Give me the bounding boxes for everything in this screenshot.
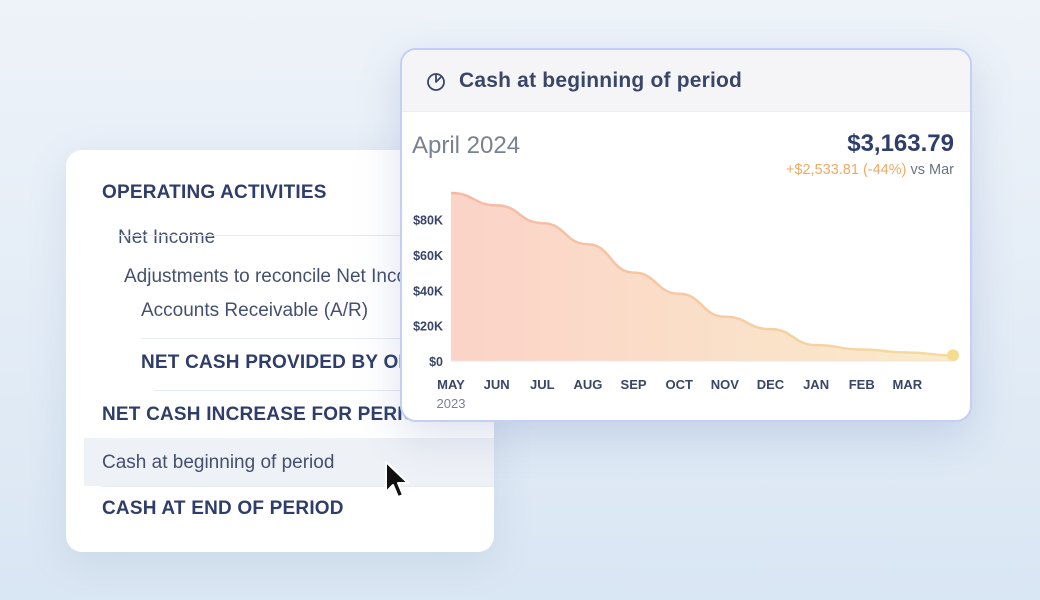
chart-card-header: Cash at beginning of period: [402, 50, 970, 112]
x-tick-label: MAR: [893, 377, 923, 392]
report-row-label: OPERATING ACTIVITIES: [102, 182, 327, 203]
row-divider: [141, 338, 494, 339]
series-line: [450, 191, 954, 357]
x-tick-label: FEB: [849, 377, 875, 392]
report-row-label: NET CASH INCREASE FOR PERIOD: [102, 404, 432, 425]
row-divider: [118, 235, 494, 236]
chart-card-title: Cash at beginning of period: [459, 69, 743, 92]
report-row-label: Accounts Receivable (A/R): [141, 300, 369, 321]
chart-card: Cash at beginning of period April 2024 $…: [400, 48, 972, 422]
x-tick-label: JAN: [803, 377, 829, 392]
x-tick-label: SEP: [621, 377, 647, 392]
amount-value: $3,163.79: [847, 130, 954, 157]
row-divider: [154, 390, 494, 391]
row-divider: [102, 486, 494, 487]
x-tick-label: DEC: [757, 377, 785, 392]
row-highlight: [84, 438, 494, 486]
y-tick-label: $80K: [413, 214, 443, 228]
y-tick-label: $20K: [413, 320, 443, 334]
compare-line: +$2,533.81 (-44%) vs Mar: [786, 162, 954, 178]
y-tick-label: $40K: [413, 284, 443, 298]
mouse-cursor-icon: [385, 461, 409, 498]
area-fill: [451, 193, 953, 361]
x-tick-label: MAY: [437, 377, 465, 392]
period-label: April 2024: [412, 132, 521, 159]
report-row-label: Cash at beginning of period: [102, 452, 335, 473]
x-tick-label: AUG: [573, 377, 602, 392]
report-row-label: Net Income: [118, 227, 216, 248]
x-tick-label: JUL: [530, 377, 555, 392]
current-point[interactable]: [947, 349, 959, 362]
report-row-label: CASH AT END OF PERIOD: [102, 498, 344, 519]
delta-value: +$2,533.81 (-44%): [785, 162, 907, 178]
year-label: 2023: [437, 396, 466, 411]
compare-label: vs Mar: [910, 162, 955, 178]
x-tick-label: JUN: [484, 377, 510, 392]
pie-chart-icon: [427, 73, 445, 91]
area-chart: $0 $20K $40K $60K $80K MAY JUN JUL AUG SEP OCT NOV D…: [413, 191, 959, 411]
x-tick-label: NOV: [711, 377, 740, 392]
y-tick-label: $60K: [413, 249, 443, 263]
x-tick-label: OCT: [665, 377, 693, 392]
y-tick-label: $0: [429, 355, 443, 369]
